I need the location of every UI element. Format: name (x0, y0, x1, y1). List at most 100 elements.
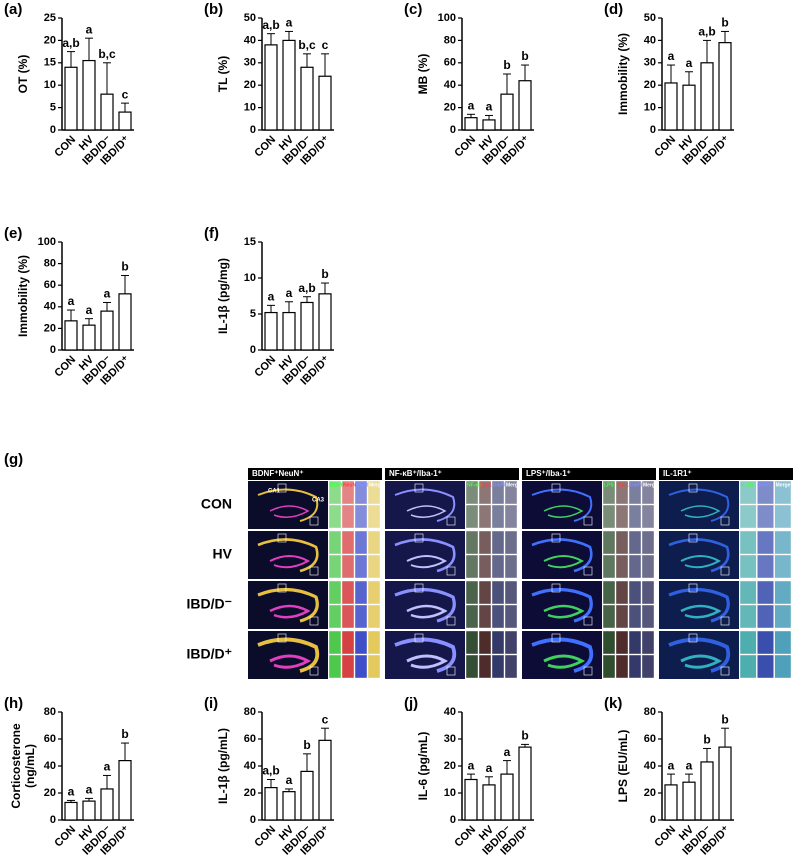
tile (341, 580, 355, 605)
error-bar (721, 30, 729, 43)
x-tick-label: CON (452, 134, 478, 160)
tile (739, 504, 757, 529)
tile (478, 530, 492, 555)
tile (354, 580, 368, 605)
header-bar (522, 468, 656, 480)
bar (464, 778, 478, 821)
significance-label: a (68, 785, 75, 799)
y-axis-label: Immobility (%) (616, 33, 630, 115)
tile (367, 554, 381, 579)
tile (341, 530, 355, 555)
roi-box (551, 533, 561, 543)
error-bar (285, 788, 293, 792)
x-tick-label: CON (52, 134, 78, 160)
y-tick-label: 0 (250, 344, 256, 356)
y-tick-label: 20 (244, 79, 256, 91)
tile (628, 604, 642, 629)
significance-label: c (322, 38, 329, 52)
header-label: NF-κB⁺/Iba-1⁺ (389, 469, 442, 478)
tile (757, 504, 774, 529)
header-bar (659, 468, 793, 480)
y-tick-label: 10 (44, 79, 56, 91)
significance-label: b (703, 733, 710, 747)
error-bar (721, 727, 729, 748)
tile (328, 530, 342, 555)
bar (664, 784, 678, 821)
bar (482, 784, 496, 821)
error-bar (485, 776, 493, 785)
roi-box (277, 583, 287, 593)
roi-box (446, 566, 456, 576)
hippocampus (394, 587, 456, 623)
tile (491, 580, 505, 605)
error-bar (321, 282, 329, 294)
y-tick-label: 80 (244, 706, 256, 718)
significance-label: a (68, 294, 75, 308)
bar (500, 773, 514, 821)
tile (757, 630, 774, 655)
significance-label: b (521, 49, 528, 63)
significance-label: b (121, 727, 128, 741)
significance-label: a (486, 100, 493, 114)
significance-label: a,b (698, 25, 715, 39)
error-bar (503, 760, 511, 775)
tile (615, 630, 629, 655)
tile (328, 554, 342, 579)
panel-label: (e) (4, 225, 22, 242)
y-axis-label: IL-1β (pg/mL) (216, 728, 230, 804)
error-bar (285, 30, 293, 41)
y-axis-label: Immobility (%) (16, 255, 30, 337)
y-axis-label: IL-6 (pg/mL) (416, 732, 430, 801)
channel-label: LPS (604, 482, 614, 488)
roi-box (277, 533, 287, 543)
error-bar (121, 274, 129, 294)
x-tick-label: CON (52, 354, 78, 380)
x-tick-label: CON (252, 824, 278, 850)
bar (500, 93, 514, 131)
y-tick-label: 20 (244, 787, 256, 799)
y-tick-label: 40 (444, 79, 456, 91)
dentate (269, 654, 312, 669)
tile (465, 630, 479, 655)
tile (491, 630, 505, 655)
tile (628, 580, 642, 605)
bar (282, 39, 296, 131)
tile (328, 630, 342, 655)
roi-box (309, 516, 319, 526)
tile (774, 604, 792, 629)
bar (64, 801, 78, 821)
roi-box (414, 483, 424, 493)
y-tick-label: 0 (50, 814, 56, 826)
tile (641, 580, 655, 605)
bar (318, 75, 332, 131)
micrograph (248, 481, 328, 529)
bar (100, 788, 114, 821)
significance-label: a (286, 773, 293, 787)
tile (602, 504, 616, 529)
tile (774, 580, 792, 605)
tile (641, 654, 655, 679)
bar (264, 44, 278, 131)
y-tick-label: 20 (444, 760, 456, 772)
bar (82, 59, 96, 131)
channel-label: Merge (776, 482, 791, 488)
tile (615, 504, 629, 529)
y-tick-label: 40 (244, 760, 256, 772)
tile (328, 654, 342, 679)
y-tick-label: 60 (44, 279, 56, 291)
significance-label: b (321, 267, 328, 281)
tile (504, 480, 518, 505)
bar (100, 93, 114, 131)
bar (64, 320, 78, 351)
region-label: CA3 (312, 498, 325, 504)
tile (491, 654, 505, 679)
significance-label: a (686, 758, 693, 772)
tile (628, 530, 642, 555)
row-label: IBD/D⁻ (187, 596, 233, 612)
channel-label: DAPI (356, 482, 369, 488)
channel-label: DAPI (630, 482, 643, 488)
tile (504, 530, 518, 555)
tile (341, 604, 355, 629)
tile (367, 504, 381, 529)
y-tick-label: 50 (644, 12, 656, 24)
